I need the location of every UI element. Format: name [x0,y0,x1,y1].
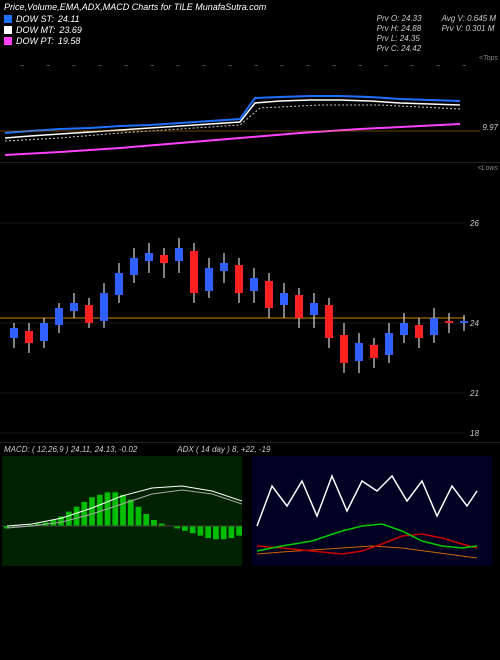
svg-text:~: ~ [332,63,336,70]
chart-title: Price,Volume,EMA,ADX,MACD Charts for TIL… [0,0,500,14]
svg-text:~: ~ [384,63,388,70]
legend-pt: DOW PT: 19.58 [4,36,82,46]
ema-corner: <Tops [479,55,498,62]
candle-panel: <Lows 26 24 21 18 [0,163,500,443]
prev-vol: Prv V: 0.301 M [442,24,496,33]
svg-text:21: 21 [469,389,479,398]
indicator-labels: MACD: ( 12,26,9 ) 24.11, 24.13, -0.02 AD… [0,443,500,456]
legend-st-label: DOW ST: [16,14,54,24]
prev-low: Prv L: 24.35 [377,34,422,43]
avg-vol: Avg V: 0.645 M [442,14,496,23]
legend-mt: DOW MT: 23.69 [4,25,82,35]
prev-close: Prv C: 24.42 [377,44,422,53]
svg-text:18: 18 [470,429,479,438]
svg-text:~: ~ [124,63,128,70]
legend-mt-label: DOW MT: [16,25,55,35]
svg-text:~: ~ [98,63,102,70]
svg-text:~: ~ [202,63,206,70]
svg-text:~: ~ [306,63,310,70]
svg-text:~: ~ [436,63,440,70]
legend-pt-swatch [4,37,12,45]
ema-panel: <Tops ~ ~ ~ ~ ~ ~ ~ ~ ~ ~ ~ ~ ~ ~ ~ ~ ~ ~ 9.97 [0,53,500,163]
legend-row: DOW ST: 24.11 DOW MT: 23.69 DOW PT: 19.5… [0,14,500,53]
svg-text:~: ~ [358,63,362,70]
macd-values: ( 12,26,9 ) 24.11, 24.13, -0.02 [32,445,137,454]
prev-high: Prv H: 24.88 [377,24,422,33]
adx-panel [252,456,498,566]
svg-text:~: ~ [228,63,232,70]
prev-open: Prv O: 24.33 [377,14,422,23]
adx-label: ADX [177,445,193,454]
svg-text:~: ~ [20,63,24,70]
adx-values: ( 14 day ) 8, +22, -19 [196,445,271,454]
candle-chart: 26 24 21 18 [0,163,480,443]
svg-text:~: ~ [254,63,258,70]
svg-text:~: ~ [410,63,414,70]
macd-chart [2,456,242,566]
ema-chart: ~ ~ ~ ~ ~ ~ ~ ~ ~ ~ ~ ~ ~ ~ ~ ~ ~ ~ [0,53,480,163]
svg-text:~: ~ [46,63,50,70]
candle-corner: <Lows [478,165,498,172]
legend-pt-value: 19.58 [58,36,81,46]
macd-panel [2,456,248,566]
ema-y-label: 9.97 [482,123,498,132]
legend-st-swatch [4,15,12,23]
svg-text:~: ~ [462,63,466,70]
legend-mt-swatch [4,26,12,34]
legend-st-value: 24.11 [58,14,80,24]
adx-chart [252,456,492,566]
svg-text:~: ~ [150,63,154,70]
svg-text:~: ~ [176,63,180,70]
svg-text:~: ~ [280,63,284,70]
svg-text:26: 26 [469,219,479,228]
macd-label: MACD: [4,445,30,454]
svg-text:24: 24 [469,319,479,328]
legend-pt-label: DOW PT: [16,36,54,46]
legend-st: DOW ST: 24.11 [4,14,82,24]
svg-text:~: ~ [72,63,76,70]
legend-mt-value: 23.69 [59,25,82,35]
